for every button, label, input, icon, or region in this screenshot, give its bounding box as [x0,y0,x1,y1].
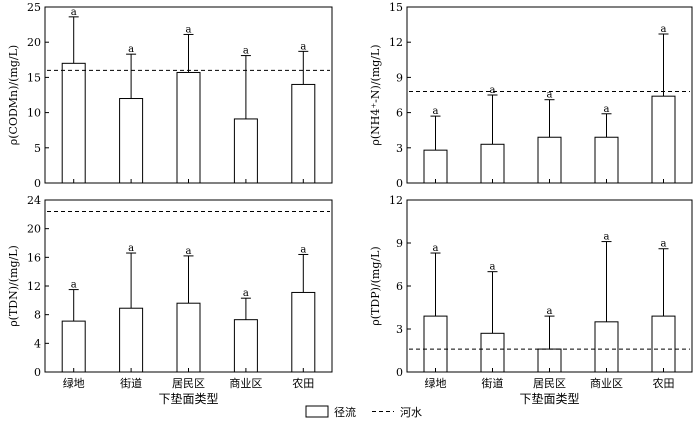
y-tick-label: 25 [27,1,41,14]
significance-letter: a [243,288,249,299]
significance-letter: a [433,243,439,254]
y-tick-label: 16 [27,251,41,264]
bar [291,291,316,373]
bar [594,321,619,373]
legend: 径流 河水 [305,405,422,419]
y-tick-label: 15 [389,1,403,14]
legend-bar-label: 径流 [334,405,356,419]
bar [233,118,258,184]
category-label: 绿地 [63,376,85,390]
y-tick-label: 3 [396,142,403,155]
significance-letter: a [71,280,77,291]
significance-letter: a [547,306,553,317]
significance-letter: a [547,90,553,101]
significance-letter: a [604,104,610,115]
bar [480,332,505,373]
y-tick-label: 4 [34,337,41,350]
x-axis-label: 下垫面类型 [158,391,218,406]
y-tick-label: 0 [34,177,41,190]
bar [61,62,86,184]
y-tick-label: 9 [396,237,403,250]
category-label: 商业区 [590,376,623,390]
chart-panel-2: 0 3 6 9 12 15 ρ(NH4⁺-N)/(mg/L) a a a a a [369,1,693,190]
bar [423,149,448,184]
y-tick-label: 5 [34,142,41,155]
category-label: 农田 [653,376,675,390]
significance-letter: a [604,232,610,243]
y-axis-label: ρ(CODMn)/(mg/L) [7,45,20,145]
y-tick-label: 0 [34,366,41,379]
category-label: 居民区 [533,377,566,390]
bar [61,320,86,373]
bar [594,136,619,184]
significance-letter: a [186,246,192,257]
y-tick-label: 6 [396,107,403,120]
y-tick-label: 6 [396,280,403,293]
bar [119,307,144,373]
y-axis-label: ρ(TDP)/(mg/L) [369,246,382,325]
chart-panel-4: 0 3 6 9 12 ρ(TDP)/(mg/L) a 绿地 a 街道 a 居民区 a 商业区 a 农田下垫面类… [369,194,693,406]
y-axis-label: ρ(TDN)/(mg/L) [7,245,20,327]
bar [176,71,201,184]
bar [480,143,505,184]
y-tick-label: 8 [34,309,41,322]
bar [176,302,201,373]
significance-letter: a [300,41,306,52]
category-label: 街道 [120,376,142,390]
category-label: 居民区 [172,377,205,390]
y-tick-label: 10 [27,107,41,120]
significance-letter: a [490,262,496,273]
significance-letter: a [661,24,667,35]
y-tick-label: 9 [396,71,403,84]
significance-letter: a [300,244,306,255]
y-tick-label: 0 [396,366,403,379]
chart-panel-3: 0 4 8 12 16 20 24 ρ(TDN)/(mg/L) a 绿地 a 街道 a 居民区 a 商业区 a 农… [7,194,333,406]
category-label: 绿地 [425,376,447,390]
y-tick-label: 3 [396,323,403,336]
significance-letter: a [128,44,134,55]
significance-letter: a [490,85,496,96]
bar [651,95,676,184]
category-label: 商业区 [229,376,262,390]
y-tick-label: 20 [27,223,41,236]
chart-panel-1: 0 5 10 15 20 25 ρ(CODMn)/(mg/L) a a a a a [7,1,333,190]
y-tick-label: 20 [27,36,41,49]
y-tick-label: 12 [389,36,403,49]
significance-letter: a [128,243,134,254]
bar [119,98,144,184]
bar [537,136,562,184]
significance-letter: a [433,106,439,117]
category-label: 农田 [292,376,314,390]
bar [233,319,258,373]
significance-letter: a [186,24,192,35]
y-axis-label: ρ(NH4⁺-N)/(mg/L) [369,44,382,145]
bar [651,315,676,373]
y-tick-label: 12 [27,280,41,293]
category-label: 街道 [482,376,504,390]
x-axis-label: 下垫面类型 [519,391,579,406]
y-tick-label: 24 [27,194,41,207]
bar [423,315,448,373]
y-tick-label: 15 [27,71,41,84]
y-tick-label: 12 [389,194,403,207]
significance-letter: a [71,7,77,18]
y-tick-label: 0 [396,177,403,190]
legend-line-label: 河水 [400,406,422,419]
significance-letter: a [243,46,249,57]
bar [291,83,316,184]
legend-bar-swatch [305,405,329,418]
significance-letter: a [661,239,667,250]
